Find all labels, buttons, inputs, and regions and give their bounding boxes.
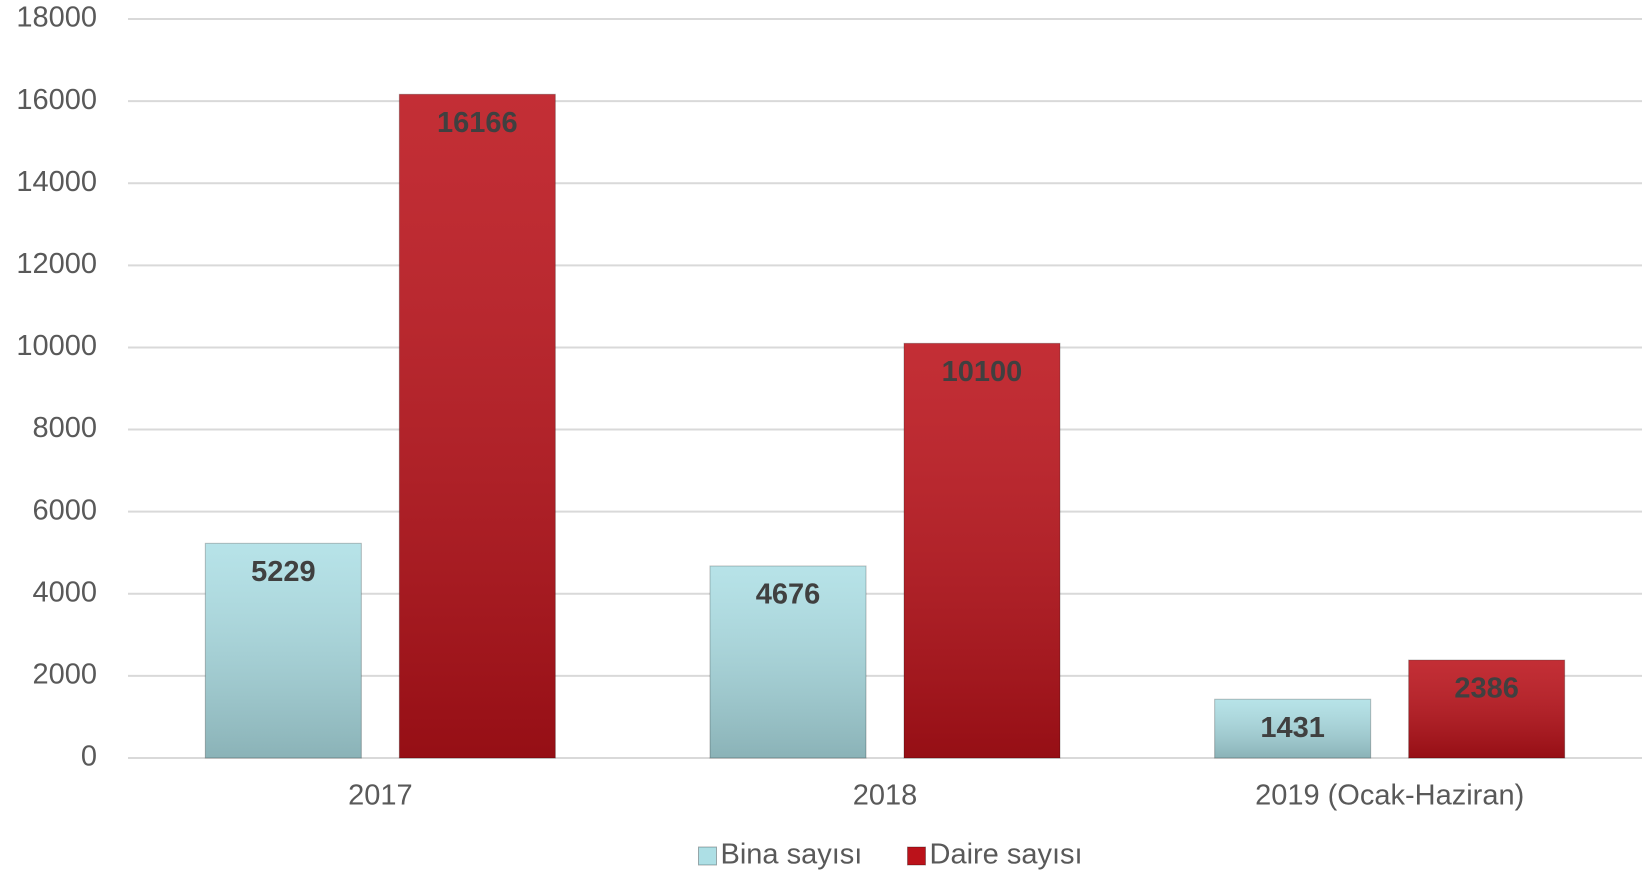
y-tick-label: 18000 (16, 2, 97, 34)
value-label: 2386 (1454, 673, 1519, 705)
x-tick-label: 2019 (Ocak-Haziran) (1255, 780, 1524, 812)
legend-label: Bina sayısı (721, 839, 863, 871)
x-tick-label: 2017 (348, 780, 413, 812)
bar-shade (1408, 660, 1565, 758)
y-tick-label: 12000 (16, 248, 97, 280)
y-tick-label: 0 (81, 741, 97, 773)
value-label: 1431 (1260, 712, 1325, 744)
value-label: 5229 (251, 556, 316, 588)
bar-shade (399, 94, 556, 758)
y-tick-label: 6000 (32, 494, 97, 526)
y-tick-label: 2000 (32, 659, 97, 691)
x-tick-label: 2018 (853, 780, 918, 812)
value-label: 4676 (756, 579, 821, 611)
legend-swatch (698, 846, 717, 866)
y-tick-label: 16000 (16, 84, 97, 116)
y-tick-label: 4000 (32, 576, 97, 608)
legend-label: Daire sayısı (930, 839, 1083, 871)
bar-shade (1214, 699, 1371, 758)
value-label: 16166 (437, 107, 518, 139)
bar-shade (205, 543, 362, 758)
bar-shade (710, 566, 866, 758)
legend-swatch (907, 846, 926, 866)
value-label: 10100 (942, 356, 1023, 388)
y-tick-label: 10000 (16, 330, 97, 362)
bar-shade (904, 343, 1060, 758)
y-tick-label: 14000 (16, 166, 97, 198)
y-tick-label: 8000 (32, 412, 97, 444)
